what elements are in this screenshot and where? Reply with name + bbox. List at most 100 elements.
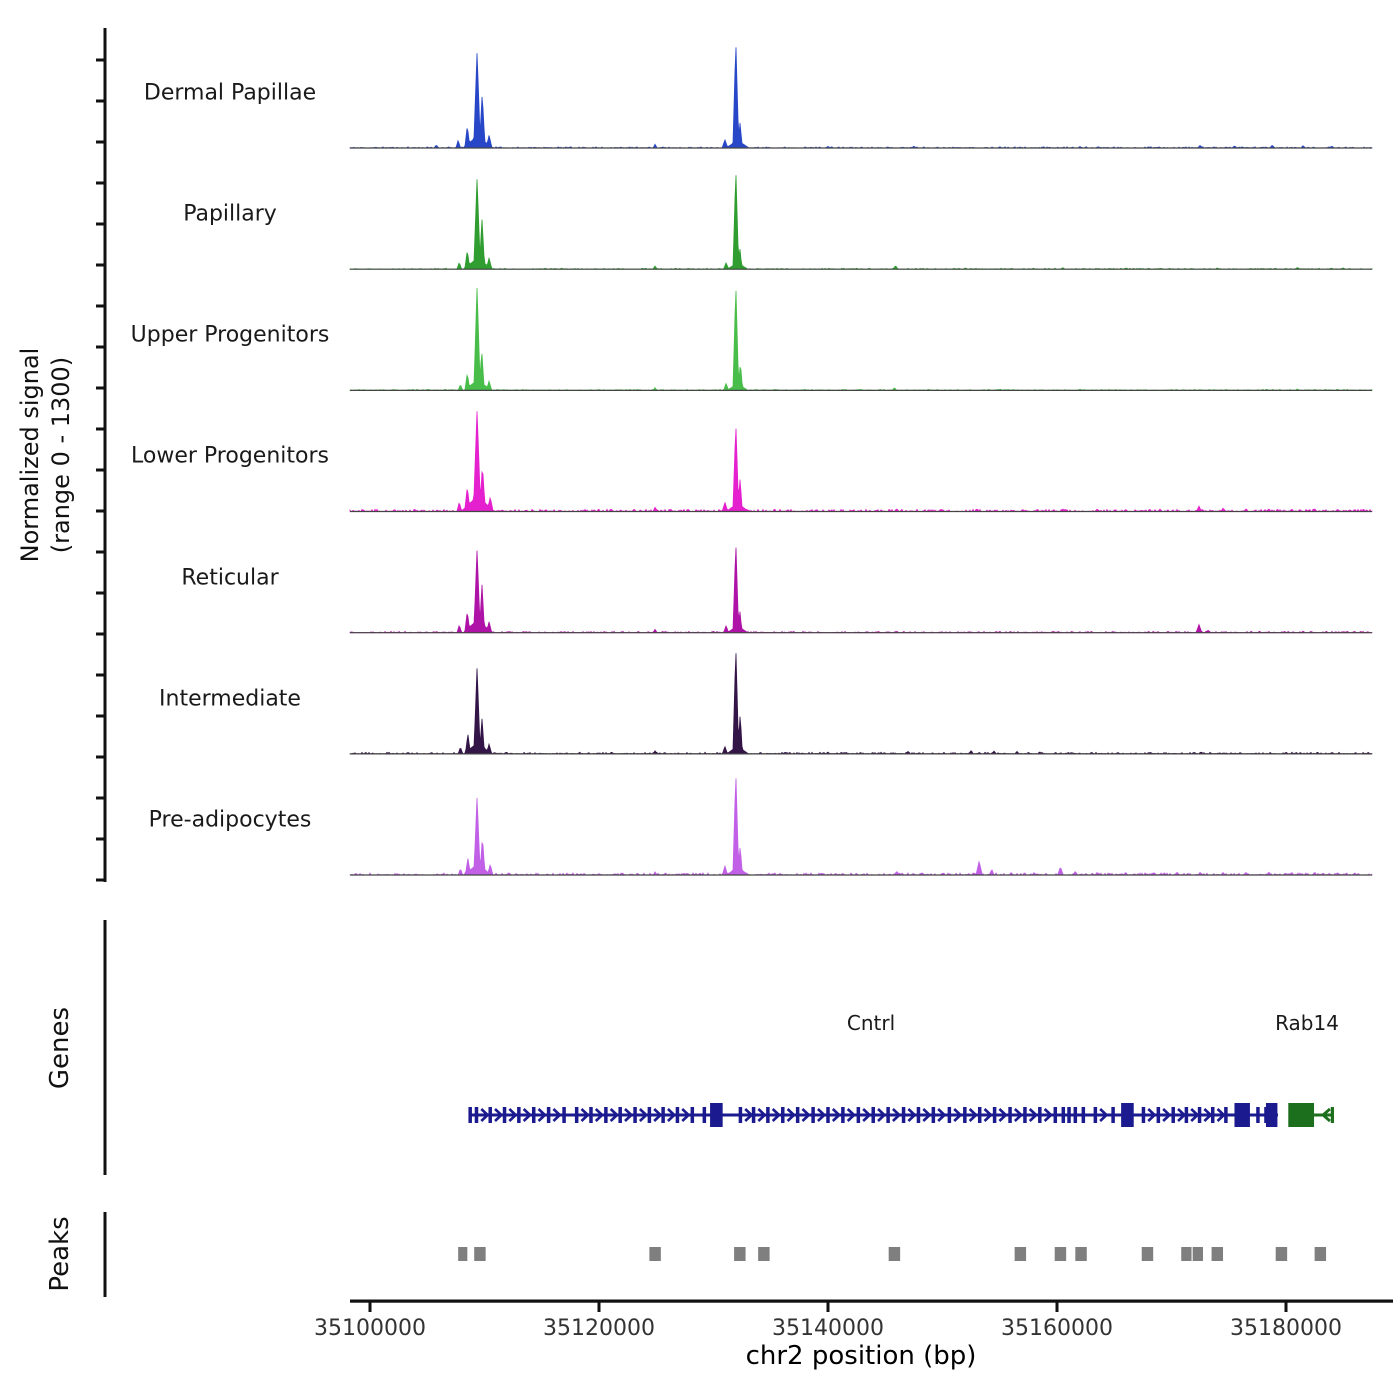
- gene-model-cntrl-strand-arrow: [877, 1108, 887, 1122]
- gene-model-cntrl-strand-arrow: [522, 1108, 532, 1122]
- y-axis-tick: [96, 878, 105, 882]
- gene-model-cntrl-strand-arrow: [1162, 1108, 1172, 1122]
- peak-call-box: [1141, 1247, 1154, 1261]
- track-label-pre-adipocytes: Pre-adipocytes: [148, 807, 312, 833]
- gene-model-cntrl-exon: [1038, 1107, 1042, 1123]
- gene-model-cntrl-strand-arrow: [537, 1108, 547, 1122]
- y-axis-tick: [96, 837, 105, 841]
- gene-model-cntrl-exon: [562, 1107, 566, 1123]
- x-axis-tick: [826, 1302, 830, 1312]
- peak-call-box: [1211, 1247, 1224, 1261]
- gene-model-cntrl-strand-arrow: [1028, 1108, 1039, 1122]
- gene-model-cntrl-exon: [1081, 1107, 1086, 1123]
- x-axis-title: chr2 position (bp): [745, 1341, 977, 1371]
- gene-model-cntrl-strand-arrow: [580, 1108, 590, 1122]
- gene-model-cntrl-strand-arrow: [1099, 1108, 1109, 1122]
- y-axis-tick: [96, 468, 105, 472]
- gene-model-cntrl-strand-arrow: [624, 1108, 634, 1122]
- y-axis-tick: [96, 58, 105, 62]
- gene-model-cntrl-strand-arrow: [771, 1108, 781, 1122]
- gene-model-cntrl-strand-arrow: [757, 1108, 767, 1122]
- gene-model-cntrl-exon: [1156, 1107, 1161, 1123]
- gene-model-cntrl-exon: [1061, 1107, 1066, 1123]
- gene-model-cntrl-strand-arrow: [552, 1108, 562, 1122]
- peak-call-box: [734, 1247, 746, 1261]
- gene-model-cntrl-strand-arrow: [681, 1108, 691, 1122]
- peak-call-box: [758, 1247, 770, 1261]
- gene-model-cntrl-exon: [977, 1107, 982, 1123]
- gene-model-cntrl-strand-arrow: [638, 1108, 649, 1122]
- gene-model-rab14-box: [1288, 1103, 1315, 1127]
- gene-model-cntrl-exon: [856, 1107, 861, 1123]
- gene-model-cntrl-exon: [488, 1107, 492, 1123]
- gene-model-cntrl-exon: [1093, 1107, 1098, 1123]
- gene-model-cntrl-exon: [1197, 1107, 1202, 1123]
- gene-model-cntrl-exon: [738, 1107, 743, 1123]
- peak-call-box: [649, 1247, 661, 1261]
- gene-model-cntrl-exon: [963, 1107, 967, 1123]
- gene-model-cntrl-strand-arrow: [494, 1108, 504, 1122]
- gene-model-cntrl-strand-arrow: [817, 1108, 827, 1122]
- signal-track-pre-adipocytes: [349, 778, 1373, 877]
- gene-model-cntrl-exon: [841, 1107, 845, 1123]
- peak-call-box: [888, 1247, 901, 1261]
- gene-model-cntrl-exon: [1053, 1107, 1058, 1123]
- gene-model-cntrl-exon: [661, 1107, 665, 1123]
- y-axis-tick: [96, 632, 105, 636]
- gene-model-cntrl-strand-arrow: [831, 1108, 842, 1122]
- gene-model-cntrl-strand-arrow: [1147, 1108, 1157, 1122]
- x-axis-line: [350, 1299, 1393, 1303]
- gene-model-cntrl-exon: [502, 1107, 507, 1123]
- y-axis-tick: [96, 673, 105, 677]
- gene-model-cntrl-strand-arrow: [922, 1108, 932, 1122]
- gene-label-rab14: Rab14: [1275, 1011, 1339, 1035]
- x-tick-label-35140000: 35140000: [772, 1316, 884, 1341]
- y-axis-tick: [96, 181, 105, 185]
- gene-model-cntrl-exon: [589, 1107, 593, 1123]
- y-axis-tick: [96, 386, 105, 390]
- peak-call-box: [474, 1247, 486, 1261]
- gene-model-cntrl-exon: [931, 1107, 936, 1123]
- gene-model-cntrl-strand-arrow: [937, 1108, 947, 1122]
- track-label-reticular: Reticular: [181, 565, 279, 591]
- gene-model-cntrl-exon: [1023, 1107, 1027, 1123]
- gene-model-cntrl-strand-arrow: [508, 1108, 518, 1122]
- gene-model-cntrl-exon: [474, 1107, 479, 1123]
- gene-model-cntrl-exon: [1008, 1107, 1012, 1123]
- peaks-axis-label: Peaks: [45, 1216, 75, 1292]
- gene-model-cntrl-exon: [871, 1107, 875, 1123]
- gene-model-cntrl-strand-arrow: [786, 1108, 796, 1122]
- gene-model-cntrl-strand-arrow: [862, 1108, 872, 1122]
- y-axis-label-line1: Normalized signal: [16, 347, 44, 563]
- gene-model-cntrl-exon: [766, 1107, 770, 1123]
- gene-model-cntrl-exon: [1210, 1107, 1215, 1123]
- gene-model-cntrl-strand-arrow: [667, 1108, 677, 1122]
- x-axis-tick: [1284, 1302, 1288, 1312]
- gene-model-cntrl-strand-arrow: [953, 1108, 963, 1122]
- gene-model-cntrl-strand-arrow: [1203, 1108, 1213, 1122]
- peak-call-box: [1275, 1247, 1288, 1261]
- y-axis-tick: [96, 304, 105, 308]
- gene-model-cntrl-strand-arrow: [480, 1108, 490, 1122]
- gene-model-cntrl-exon: [1256, 1107, 1260, 1123]
- y-axis-tick: [96, 591, 105, 595]
- gene-model-cntrl-exon: [468, 1107, 472, 1123]
- gene-model-cntrl-exon: [517, 1107, 521, 1123]
- gene-model-cntrl-exon: [1067, 1107, 1071, 1123]
- track-label-dermal-papillae: Dermal Papillae: [143, 80, 317, 106]
- gene-model-cntrl-exon: [992, 1107, 997, 1123]
- y-axis-tick: [96, 263, 105, 267]
- gene-model-cntrl-exon: [811, 1107, 815, 1123]
- y-axis-tick: [96, 796, 105, 800]
- gene-model-cntrl-strand-arrow: [983, 1108, 993, 1122]
- y-axis-tick: [96, 509, 105, 513]
- signal-track-upper-progenitors: [349, 287, 1373, 391]
- gene-model-cntrl-strand-arrow: [1013, 1108, 1024, 1122]
- x-tick-label-35180000: 35180000: [1230, 1316, 1342, 1341]
- gene-model-cntrl-cds: [1265, 1103, 1278, 1127]
- gene-model-cntrl-exon: [795, 1107, 800, 1123]
- gene-model-cntrl-strand-arrow: [744, 1108, 754, 1122]
- signal-track-lower-progenitors: [349, 411, 1373, 513]
- gene-model-cntrl-strand-arrow: [846, 1108, 856, 1122]
